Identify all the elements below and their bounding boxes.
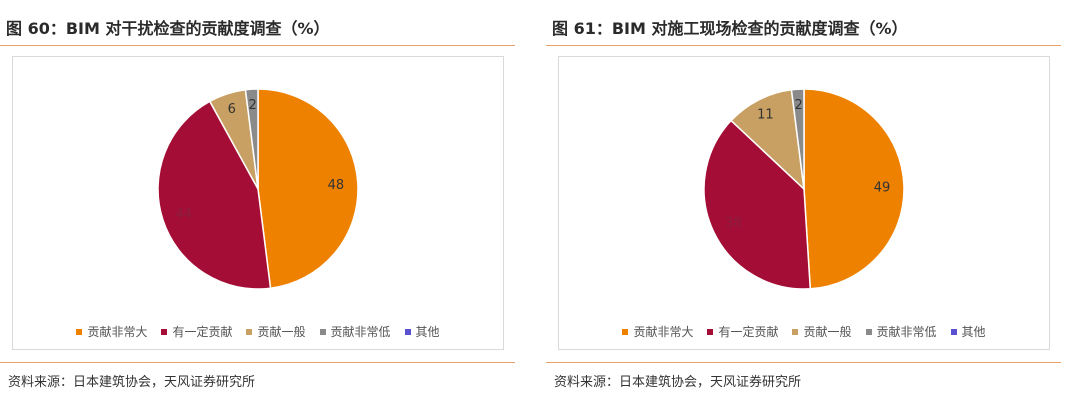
data-label-2: 44 xyxy=(176,207,193,222)
legend-label: 贡献非常低 xyxy=(876,325,937,339)
source-note: 资料来源：日本建筑协会，天风证券研究所 xyxy=(554,375,802,390)
legend-swatch xyxy=(161,328,168,335)
legend-swatch xyxy=(950,328,957,335)
legend-label: 有一定贡献 xyxy=(718,325,779,339)
pie-slice-1 xyxy=(803,88,905,290)
pie-slice-1 xyxy=(257,88,359,290)
chart-legend: 贡献非常大 有一定贡献 贡献一般 贡献非常低 其他 xyxy=(559,323,1049,340)
data-label-3: 11 xyxy=(757,107,774,122)
pie-slice-4 xyxy=(244,88,259,190)
legend-swatch xyxy=(622,328,629,335)
legend-swatch xyxy=(404,328,411,335)
legend-item: 其他 xyxy=(404,323,440,340)
legend-label: 有一定贡献 xyxy=(172,325,233,339)
legend-item: 贡献非常低 xyxy=(865,323,937,340)
legend-swatch xyxy=(707,328,714,335)
legend-label: 贡献一般 xyxy=(257,325,306,339)
legend-swatch xyxy=(865,328,872,335)
legend-item: 其他 xyxy=(950,323,986,340)
pie-slice-2 xyxy=(157,100,272,290)
legend-item: 贡献一般 xyxy=(246,323,306,340)
pie-chart: 48 44 6 2 xyxy=(157,88,359,290)
chart-title: 图 60：BIM 对干扰检查的贡献度调查（%） xyxy=(6,19,330,38)
legend-swatch xyxy=(76,328,83,335)
pie-slice-2 xyxy=(703,119,812,290)
data-label-1: 49 xyxy=(874,181,891,196)
legend-label: 贡献非常大 xyxy=(633,325,694,339)
pie-slice-3 xyxy=(730,88,806,191)
right-chart-panel: 图 61：BIM 对施工现场检查的贡献度调查（%） 49 38 11 2 贡献非常大 有… xyxy=(546,0,1061,409)
legend-label: 其他 xyxy=(961,325,986,339)
chart-frame: 48 44 6 2 贡献非常大 有一定贡献 贡献一般 贡献非常低 其他 xyxy=(12,56,504,350)
legend-swatch xyxy=(319,328,326,335)
pie-slice-4 xyxy=(790,88,805,190)
chart-frame: 49 38 11 2 贡献非常大 有一定贡献 贡献一般 贡献非常低 其他 xyxy=(558,56,1050,350)
legend-item: 贡献一般 xyxy=(792,323,852,340)
source-note: 资料来源：日本建筑协会，天风证券研究所 xyxy=(8,375,256,390)
legend-label: 贡献非常大 xyxy=(87,325,148,339)
data-label-2: 38 xyxy=(725,216,742,231)
data-label-3: 6 xyxy=(228,102,236,117)
legend-swatch xyxy=(792,328,799,335)
source-divider xyxy=(546,362,1061,363)
title-divider xyxy=(546,45,1061,46)
legend-item: 有一定贡献 xyxy=(707,323,778,340)
legend-label: 贡献一般 xyxy=(803,325,852,339)
legend-swatch xyxy=(246,328,253,335)
data-label-1: 48 xyxy=(328,178,345,193)
legend-item: 有一定贡献 xyxy=(161,323,232,340)
title-divider xyxy=(0,45,515,46)
legend-label: 其他 xyxy=(415,325,440,339)
source-divider xyxy=(0,362,515,363)
data-label-4: 2 xyxy=(249,98,257,113)
legend-item: 贡献非常低 xyxy=(319,323,391,340)
chart-title: 图 61：BIM 对施工现场检查的贡献度调查（%） xyxy=(552,19,908,38)
legend-label: 贡献非常低 xyxy=(330,325,391,339)
data-label-4: 2 xyxy=(795,98,803,113)
chart-legend: 贡献非常大 有一定贡献 贡献一般 贡献非常低 其他 xyxy=(13,323,503,340)
legend-item: 贡献非常大 xyxy=(622,323,693,340)
pie-chart: 49 38 11 2 xyxy=(703,88,905,290)
legend-item: 贡献非常大 xyxy=(76,323,147,340)
left-chart-panel: 图 60：BIM 对干扰检查的贡献度调查（%） 48 44 6 2 贡献非常大 有一定贡… xyxy=(0,0,515,409)
